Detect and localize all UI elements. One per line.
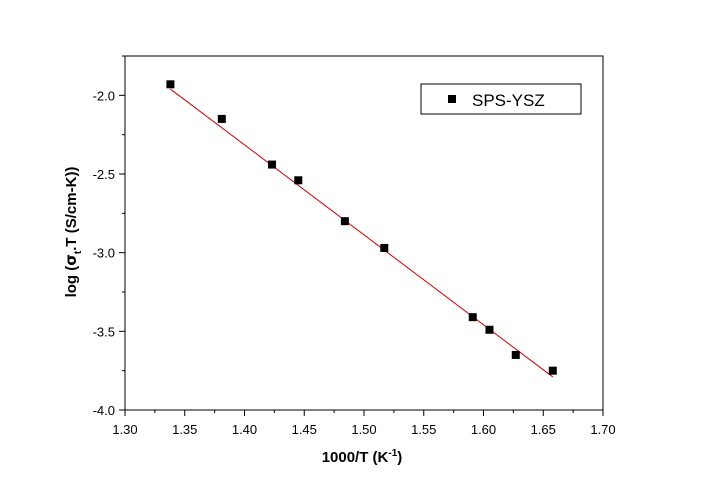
x-tick-label: 1.65 xyxy=(531,422,556,437)
y-tick-label: -2.5 xyxy=(93,167,115,182)
fit-line xyxy=(170,88,554,378)
y-tick-label: -3.0 xyxy=(93,246,115,261)
data-point xyxy=(485,325,494,334)
y-tick-label: -3.5 xyxy=(93,324,115,339)
x-tick-label: 1.35 xyxy=(172,422,197,437)
data-point xyxy=(340,217,349,226)
y-tick-label: -4.0 xyxy=(93,403,115,418)
x-axis-title: 1000/T (K-1) xyxy=(322,448,403,466)
data-point xyxy=(511,350,520,359)
data-point xyxy=(267,160,276,169)
x-tick-label: 1.40 xyxy=(232,422,257,437)
data-point xyxy=(217,114,226,123)
x-tick-label: 1.60 xyxy=(471,422,496,437)
x-tick-label: 1.30 xyxy=(112,422,137,437)
data-point xyxy=(468,313,477,322)
legend-label: SPS-YSZ xyxy=(472,91,545,110)
legend-box xyxy=(420,83,582,115)
chart-marks xyxy=(166,80,557,378)
x-tick-label: 1.50 xyxy=(351,422,376,437)
legend-marker xyxy=(448,95,456,103)
data-point xyxy=(294,176,303,185)
data-point xyxy=(166,80,175,89)
data-point xyxy=(548,366,557,375)
x-tick-label: 1.55 xyxy=(411,422,436,437)
data-point xyxy=(380,243,389,252)
axis-ticks: 1.30 1.35 1.40 1.45 1.50 1.55 1.60 1.65 1.70 -2.0… xyxy=(93,55,616,437)
x-tick-label: 1.45 xyxy=(292,422,317,437)
y-axis-title: log (σt.T (S/cm-K)) xyxy=(62,167,84,298)
y-tick-label: -2.0 xyxy=(93,88,115,103)
legend: SPS-YSZ xyxy=(420,83,582,115)
x-tick-label: 1.70 xyxy=(590,422,615,437)
plot-frame xyxy=(124,55,604,411)
